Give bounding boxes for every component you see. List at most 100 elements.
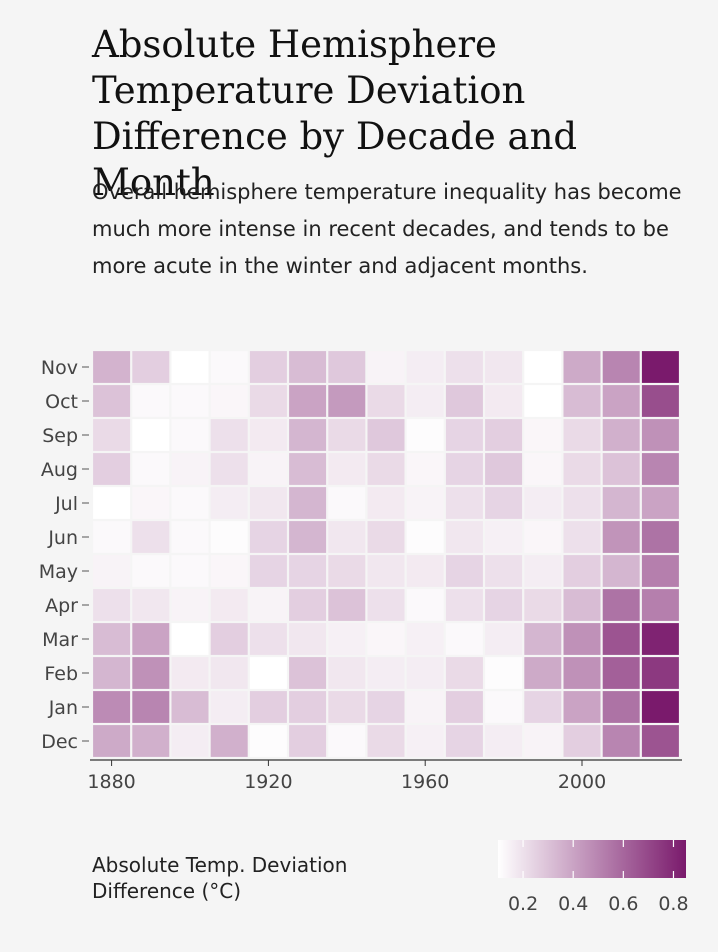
heatmap-cell-feb-1900	[171, 657, 209, 689]
heatmap-cell-nov-1930	[289, 351, 327, 383]
y-tick-label-aug: Aug	[41, 459, 78, 481]
heatmap-cell-jul-1990	[524, 487, 562, 519]
heatmap-cell-aug-1910	[210, 453, 248, 485]
y-tick-label-mar: Mar	[42, 629, 78, 651]
heatmap-cell-aug-1900	[171, 453, 209, 485]
heatmap-cell-may-1940	[328, 555, 366, 587]
heatmap-cell-jun-1950	[367, 521, 405, 553]
heatmap-cells	[93, 351, 679, 757]
heatmap-cell-oct-1990	[524, 385, 562, 417]
heatmap-cell-dec-1990	[524, 725, 562, 757]
y-tick-label-jul: Jul	[54, 493, 78, 515]
heatmap-cell-dec-1960	[406, 725, 444, 757]
heatmap-cell-may-1900	[171, 555, 209, 587]
heatmap-cell-jul-1970	[445, 487, 483, 519]
heatmap-cell-nov-1920	[249, 351, 287, 383]
heatmap-cell-oct-1880	[93, 385, 131, 417]
heatmap-cell-dec-1880	[93, 725, 131, 757]
heatmap-cell-jul-2000	[563, 487, 601, 519]
x-tick-label-2000: 2000	[558, 771, 606, 793]
heatmap-cell-may-1930	[289, 555, 327, 587]
heatmap-cell-sep-2010	[602, 419, 640, 451]
heatmap-cell-apr-2020	[641, 589, 679, 621]
heatmap-cell-mar-1910	[210, 623, 248, 655]
y-tick-label-jun: Jun	[47, 527, 78, 549]
heatmap-cell-jun-1990	[524, 521, 562, 553]
heatmap-cell-dec-1900	[171, 725, 209, 757]
heatmap-cell-jan-1900	[171, 691, 209, 723]
heatmap-cell-sep-1970	[445, 419, 483, 451]
heatmap-cell-oct-1930	[289, 385, 327, 417]
heatmap-cell-jun-1910	[210, 521, 248, 553]
heatmap-cell-mar-1920	[249, 623, 287, 655]
y-tick-label-feb: Feb	[44, 663, 78, 685]
heatmap-cell-oct-2000	[563, 385, 601, 417]
heatmap-cell-apr-1890	[132, 589, 170, 621]
heatmap-cell-jun-1890	[132, 521, 170, 553]
heatmap-cell-may-1920	[249, 555, 287, 587]
heatmap-cell-jun-1940	[328, 521, 366, 553]
legend-tick-label-0.6: 0.6	[608, 893, 638, 915]
heatmap-cell-apr-1950	[367, 589, 405, 621]
heatmap-cell-sep-1930	[289, 419, 327, 451]
heatmap-cell-aug-1960	[406, 453, 444, 485]
heatmap-cell-sep-1960	[406, 419, 444, 451]
heatmap-cell-jan-1970	[445, 691, 483, 723]
heatmap-cell-nov-1890	[132, 351, 170, 383]
heatmap-cell-dec-2000	[563, 725, 601, 757]
heatmap-cell-jun-1960	[406, 521, 444, 553]
heatmap-cell-may-2010	[602, 555, 640, 587]
heatmap-cell-apr-2000	[563, 589, 601, 621]
heatmap-cell-dec-2010	[602, 725, 640, 757]
y-tick-label-dec: Dec	[41, 731, 78, 753]
heatmap-cell-may-1880	[93, 555, 131, 587]
heatmap-cell-nov-1940	[328, 351, 366, 383]
x-axis: 1880 1920 1960 2000	[87, 759, 682, 793]
heatmap-cell-nov-1950	[367, 351, 405, 383]
heatmap-cell-feb-1960	[406, 657, 444, 689]
heatmap-cell-aug-2010	[602, 453, 640, 485]
heatmap-cell-jun-1900	[171, 521, 209, 553]
heatmap-cell-sep-1880	[93, 419, 131, 451]
heatmap-cell-oct-2020	[641, 385, 679, 417]
heatmap-cell-apr-1880	[93, 589, 131, 621]
heatmap-cell-feb-2000	[563, 657, 601, 689]
legend-tick-label-0.2: 0.2	[508, 893, 538, 915]
heatmap-cell-mar-1900	[171, 623, 209, 655]
heatmap-cell-apr-2010	[602, 589, 640, 621]
legend-tick-label-0.8: 0.8	[658, 893, 688, 915]
y-tick-label-may: May	[39, 561, 78, 583]
heatmap-cell-oct-1910	[210, 385, 248, 417]
heatmap-cell-apr-1990	[524, 589, 562, 621]
heatmap-cell-jul-1930	[289, 487, 327, 519]
heatmap-cell-jun-2020	[641, 521, 679, 553]
legend-color-bar	[498, 840, 686, 878]
heatmap-cell-mar-1940	[328, 623, 366, 655]
heatmap-cell-nov-2000	[563, 351, 601, 383]
heatmap-cell-apr-1930	[289, 589, 327, 621]
heatmap-cell-apr-1980	[485, 589, 523, 621]
heatmap-cell-dec-1970	[445, 725, 483, 757]
y-tick-label-sep: Sep	[42, 425, 78, 447]
y-tick-label-apr: Apr	[45, 595, 78, 617]
heatmap-cell-sep-1990	[524, 419, 562, 451]
heatmap-cell-jan-1920	[249, 691, 287, 723]
heatmap-cell-aug-1890	[132, 453, 170, 485]
heatmap-cell-nov-1900	[171, 351, 209, 383]
heatmap-cell-apr-1970	[445, 589, 483, 621]
heatmap-cell-jul-1910	[210, 487, 248, 519]
heatmap-cell-jan-2010	[602, 691, 640, 723]
heatmap-cell-jun-1930	[289, 521, 327, 553]
heatmap-cell-aug-1930	[289, 453, 327, 485]
heatmap-cell-apr-1910	[210, 589, 248, 621]
heatmap-cell-mar-1950	[367, 623, 405, 655]
heatmap-cell-mar-2010	[602, 623, 640, 655]
heatmap-cell-jul-1890	[132, 487, 170, 519]
y-tick-label-oct: Oct	[45, 391, 78, 413]
heatmap-cell-aug-1880	[93, 453, 131, 485]
heatmap-cell-sep-2000	[563, 419, 601, 451]
chart-title: Absolute Hemisphere Temperature Deviatio…	[92, 23, 578, 204]
heatmap-cell-jan-1950	[367, 691, 405, 723]
heatmap-cell-may-1990	[524, 555, 562, 587]
heatmap-cell-jan-1910	[210, 691, 248, 723]
